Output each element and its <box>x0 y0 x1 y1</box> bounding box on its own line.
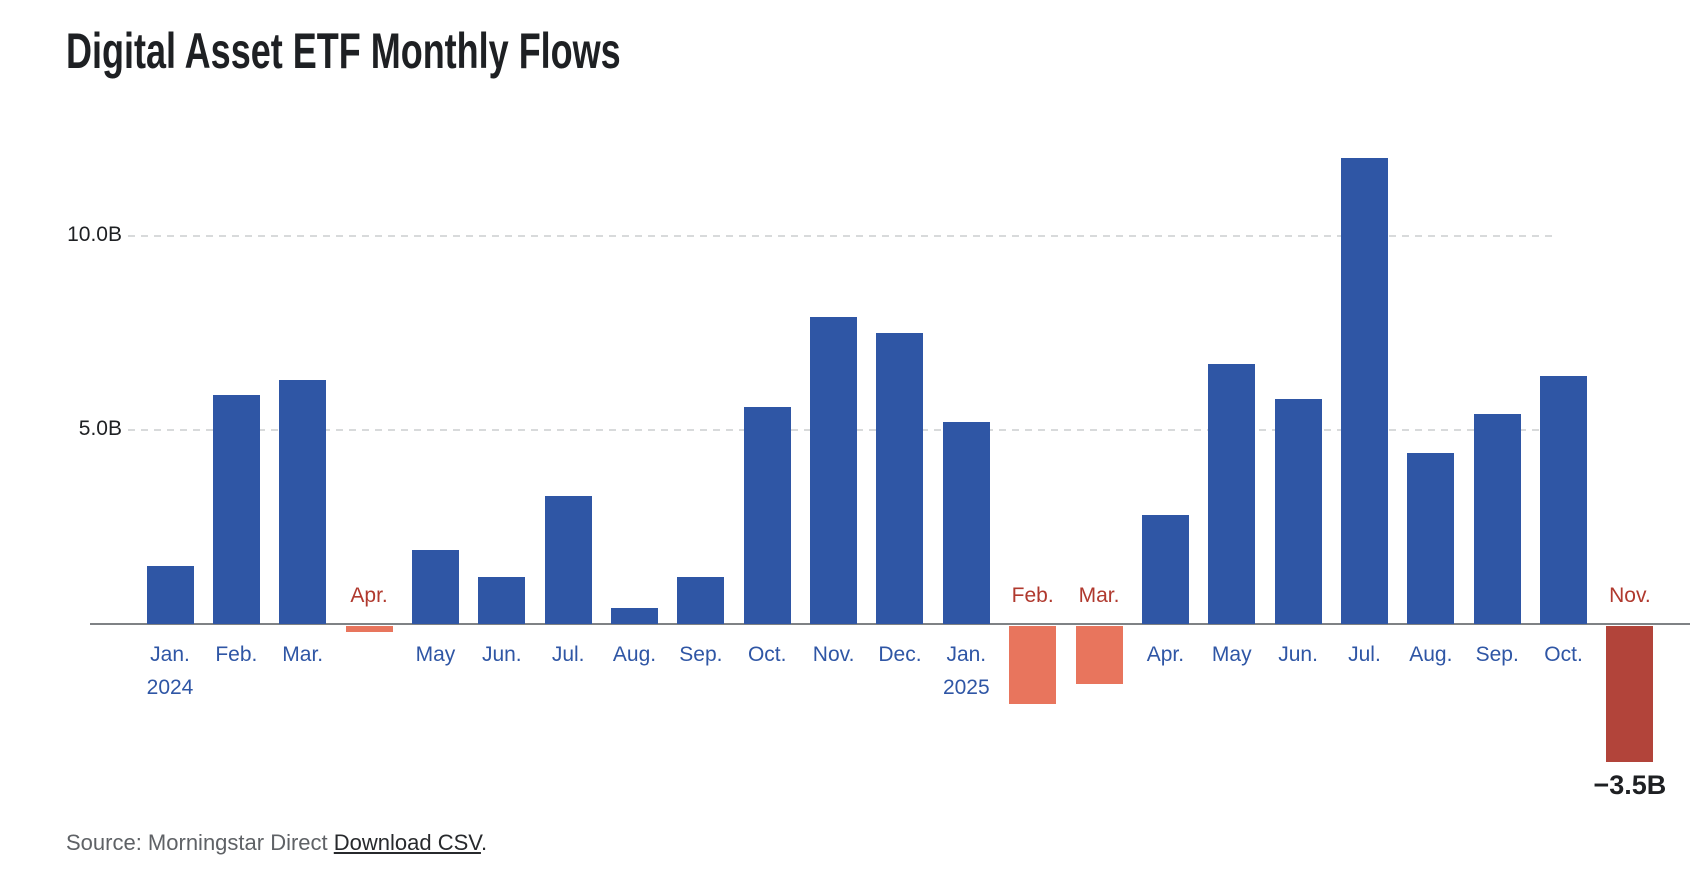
bar-2025-oct[interactable] <box>1540 375 1588 624</box>
x-label-2025-sep: Sep. <box>1475 643 1519 666</box>
x-label-2024-apr: Apr. <box>350 584 388 607</box>
source-text: Source: Morningstar Direct <box>66 830 334 855</box>
bar-2024-may[interactable] <box>411 550 459 624</box>
x-label-2024-feb: Feb. <box>215 643 258 666</box>
bar-2024-jan[interactable] <box>146 565 194 624</box>
bar-value-label: −3.5B <box>1593 770 1667 800</box>
x-label-2024-jun: Jun. <box>481 643 522 666</box>
bar-2025-aug[interactable] <box>1407 453 1455 624</box>
gridline-10b <box>128 235 1552 237</box>
bar-2024-sep[interactable] <box>677 577 725 624</box>
bar-2025-feb[interactable] <box>1009 626 1057 704</box>
x-label-2025-mar: Mar. <box>1078 584 1120 607</box>
x-label-2025-oct: Oct. <box>1544 643 1583 666</box>
bar-2025-may[interactable] <box>1208 364 1256 624</box>
bar-2024-dec[interactable] <box>876 333 924 624</box>
x-label-year: 2025 <box>942 676 990 699</box>
bar-2024-aug[interactable] <box>611 608 659 624</box>
x-label-2025-aug: Aug. <box>1409 643 1453 666</box>
x-label-2025-nov: Nov. <box>1609 584 1651 607</box>
bar-2025-nov[interactable] <box>1606 626 1654 762</box>
bar-2024-oct[interactable] <box>743 406 791 624</box>
x-label-2025-jun: Jun. <box>1278 643 1318 666</box>
x-label-2024-jul: Jul. <box>551 643 585 666</box>
x-label-2025-feb: Feb. <box>1011 584 1054 607</box>
bar-2024-nov[interactable] <box>810 317 858 624</box>
x-label-2024-may: May <box>415 643 456 666</box>
x-label-2024-aug: Aug. <box>612 643 657 666</box>
bar-2025-jun[interactable] <box>1274 398 1322 624</box>
x-axis-line <box>90 623 1690 625</box>
bar-2025-apr[interactable] <box>1141 515 1189 624</box>
x-label-2025-jan: Jan. 2025 <box>921 638 1011 704</box>
y-axis-tick-10b: 10.0B <box>67 223 122 246</box>
x-label-2024-dec: Dec. <box>878 643 922 666</box>
chart-title: Digital Asset ETF Monthly Flows <box>66 23 621 79</box>
source-line: Source: Morningstar Direct Download CSV. <box>66 830 487 856</box>
x-label-2025-may: May <box>1211 643 1252 666</box>
bar-2024-apr[interactable] <box>345 626 393 632</box>
x-label-2025-apr: Apr. <box>1146 643 1185 666</box>
source-period: . <box>480 830 488 855</box>
x-label-2025-jul: Jul. <box>1348 643 1381 666</box>
bar-2024-mar[interactable] <box>279 379 327 624</box>
bar-2024-feb[interactable] <box>212 395 260 624</box>
x-label-2024-nov: Nov. <box>812 643 855 666</box>
y-axis-tick-5b: 5.0B <box>78 417 122 440</box>
bar-2025-jul[interactable] <box>1340 158 1388 624</box>
bar-2024-jun[interactable] <box>478 577 526 624</box>
download-csv-link[interactable]: Download CSV <box>333 830 481 855</box>
bar-2025-sep[interactable] <box>1473 414 1521 624</box>
x-label-year: 2024 <box>146 676 194 699</box>
bar-2025-jan[interactable] <box>942 422 990 624</box>
x-label-2024-sep: Sep. <box>679 643 723 666</box>
bar-2024-jul[interactable] <box>544 495 592 624</box>
x-label-2024-oct: Oct. <box>747 643 787 666</box>
x-label-2024-jan: Jan. 2024 <box>125 638 215 704</box>
bar-2025-mar[interactable] <box>1075 626 1123 685</box>
x-label-2024-mar: Mar. <box>282 643 324 666</box>
